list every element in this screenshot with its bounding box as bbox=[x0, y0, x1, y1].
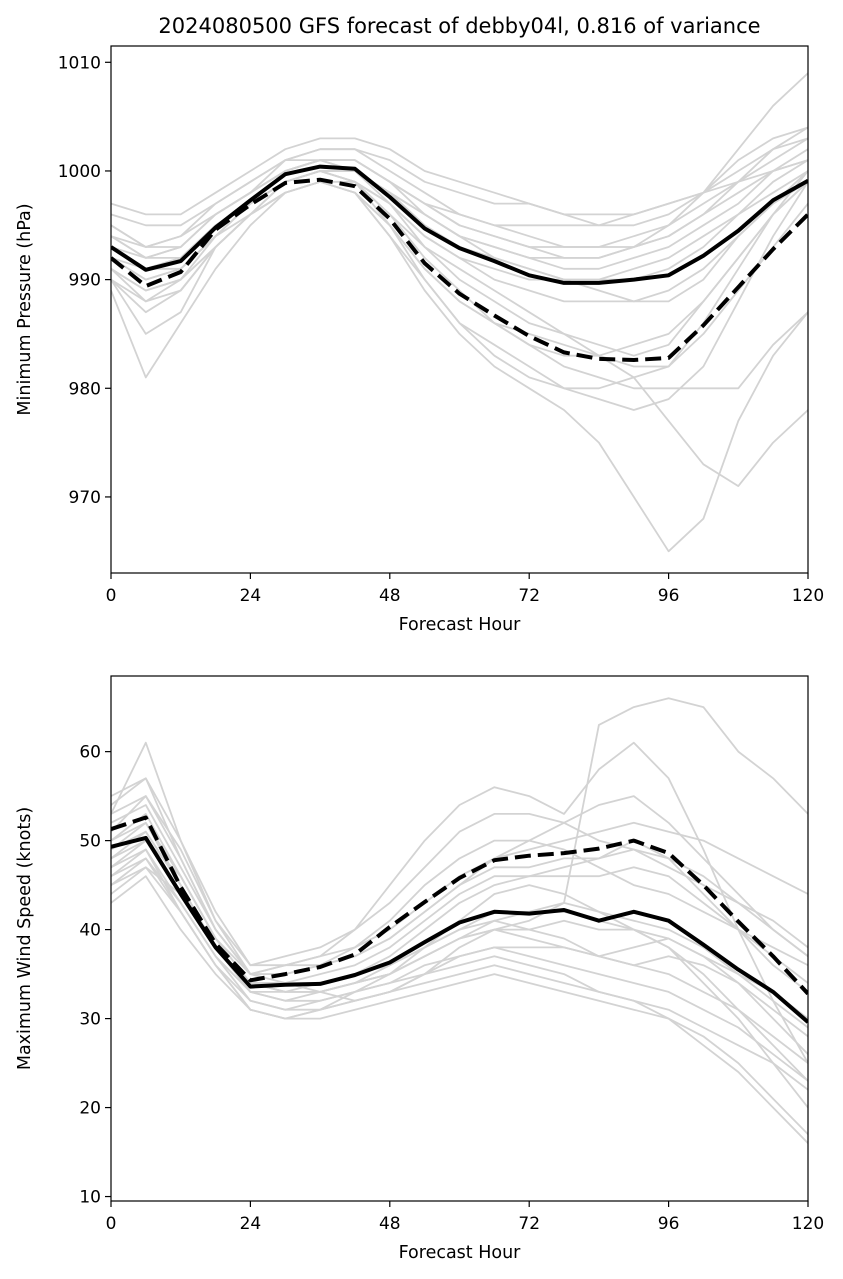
pressure-x-tick-label: 24 bbox=[240, 586, 262, 606]
wind-y-tick-label: 50 bbox=[79, 832, 101, 852]
wind-ensemble-member-line bbox=[111, 848, 808, 1091]
wind-x-tick-label: 120 bbox=[792, 1214, 824, 1234]
pressure-y-tick-label: 1010 bbox=[58, 53, 101, 73]
pressure-y-tick-label: 970 bbox=[69, 488, 101, 508]
wind-ensemble-member-line bbox=[111, 804, 808, 975]
wind-y-axis-label: Maximum Wind Speed (knots) bbox=[15, 807, 35, 1070]
wind-ensemble-member-line bbox=[111, 875, 808, 1144]
pressure-y-tick-label: 980 bbox=[69, 379, 101, 399]
wind-x-tick-label: 48 bbox=[379, 1214, 401, 1234]
wind-y-tick-label: 30 bbox=[79, 1010, 101, 1030]
pressure-ensemble-member-line bbox=[111, 170, 808, 390]
pressure-x-tick-label: 120 bbox=[792, 586, 824, 606]
pressure-y-tick-label: 990 bbox=[69, 271, 101, 291]
wind-x-tick-label: 24 bbox=[240, 1214, 262, 1234]
pressure-x-tick-label: 96 bbox=[658, 586, 680, 606]
pressure-panel: 0 24 48 72 96 120 970 980 990 1000 1010 Forecast H… bbox=[15, 45, 824, 635]
wind-y-tick-label: 10 bbox=[79, 1188, 101, 1208]
wind-ensemble-member-line bbox=[111, 866, 808, 1135]
wind-panel: 0 24 48 72 96 120 10 20 30 40 50 60 Forecast Hour M… bbox=[15, 675, 824, 1263]
wind-dashed-series-line bbox=[111, 815, 808, 996]
pressure-y-axis-label: Minimum Pressure (hPa) bbox=[15, 203, 35, 415]
pressure-ensemble-member-line bbox=[111, 170, 808, 292]
pressure-x-tick-label: 48 bbox=[379, 586, 401, 606]
wind-ticks: 0 24 48 72 96 120 10 20 30 40 50 60 bbox=[79, 743, 824, 1234]
wind-axes-frame bbox=[110, 675, 809, 1202]
pressure-y-tick-label: 1000 bbox=[58, 162, 101, 182]
pressure-x-tick-label: 0 bbox=[106, 586, 117, 606]
wind-solid-series-line bbox=[111, 835, 808, 1024]
wind-x-tick-label: 0 bbox=[106, 1214, 117, 1234]
wind-ensemble-member-line bbox=[111, 777, 808, 967]
pressure-dashed-series-line bbox=[111, 177, 808, 362]
wind-y-tick-label: 20 bbox=[79, 1099, 101, 1119]
pressure-axes-frame bbox=[110, 45, 809, 574]
wind-y-tick-label: 60 bbox=[79, 743, 101, 763]
wind-ensemble-member-line bbox=[111, 697, 808, 1002]
wind-plot-lines bbox=[111, 697, 808, 1144]
pressure-ensemble-member-line bbox=[111, 126, 808, 227]
wind-x-tick-label: 96 bbox=[658, 1214, 680, 1234]
chart-title: 2024080500 GFS forecast of debby04l, 0.8… bbox=[158, 14, 760, 38]
pressure-ensemble-member-line bbox=[111, 180, 808, 553]
pressure-plot-lines bbox=[111, 72, 808, 553]
wind-x-tick-label: 72 bbox=[518, 1214, 540, 1234]
pressure-ensemble-member-line bbox=[111, 137, 808, 248]
pressure-ensemble-member-line bbox=[111, 159, 808, 248]
pressure-solid-series-line bbox=[111, 164, 808, 285]
wind-ensemble-member-line bbox=[111, 813, 808, 975]
wind-y-tick-label: 40 bbox=[79, 921, 101, 941]
pressure-ticks: 0 24 48 72 96 120 970 980 990 1000 1010 bbox=[58, 53, 824, 606]
pressure-x-axis-label: Forecast Hour bbox=[399, 615, 522, 635]
pressure-x-tick-label: 72 bbox=[518, 586, 540, 606]
wind-x-axis-label: Forecast Hour bbox=[399, 1243, 522, 1263]
